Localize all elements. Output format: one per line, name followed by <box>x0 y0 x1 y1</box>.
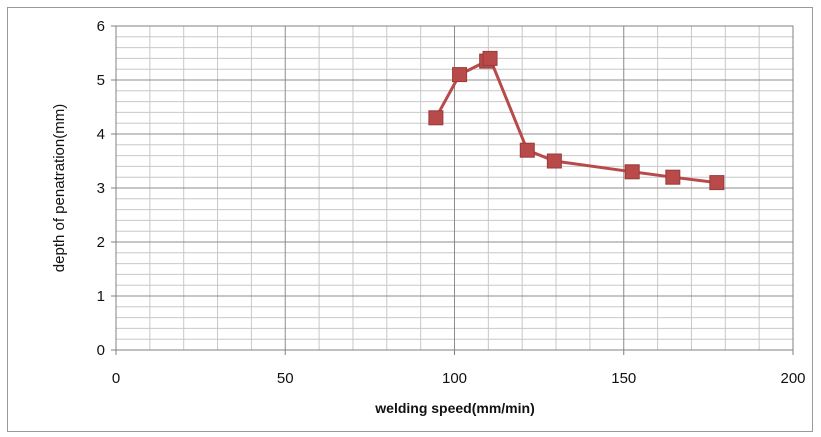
x-axis-ticks: 0 50 100 150 200 <box>112 350 806 387</box>
data-point-marker <box>482 50 498 66</box>
y-tick-label: 5 <box>97 72 105 89</box>
y-axis-label: depth of penatration(mm) <box>51 104 68 272</box>
x-tick-label: 200 <box>780 370 805 387</box>
major-gridlines <box>116 25 793 350</box>
data-point-marker <box>709 175 725 191</box>
data-point-marker <box>546 153 562 169</box>
y-tick-label: 4 <box>97 126 105 143</box>
series-group <box>428 50 725 191</box>
data-point-marker <box>665 169 681 185</box>
x-tick-label: 150 <box>611 370 636 387</box>
chart-frame <box>7 7 813 432</box>
data-point-marker <box>624 164 640 180</box>
y-tick-label: 0 <box>97 342 105 359</box>
x-tick-label: 50 <box>277 370 294 387</box>
data-point-marker <box>452 67 468 83</box>
y-tick-label: 1 <box>97 288 105 305</box>
x-axis-label: welding speed(mm/min) <box>374 400 534 416</box>
data-point-marker <box>428 110 444 126</box>
series-line <box>434 56 718 185</box>
y-axis-ticks: 0 1 2 3 4 5 6 <box>97 18 116 359</box>
y-tick-label: 2 <box>97 234 105 251</box>
x-tick-label: 0 <box>112 370 120 387</box>
y-tick-label: 6 <box>97 18 105 35</box>
x-tick-label: 100 <box>442 370 467 387</box>
y-tick-label: 3 <box>97 180 105 197</box>
data-point-marker <box>519 142 535 158</box>
